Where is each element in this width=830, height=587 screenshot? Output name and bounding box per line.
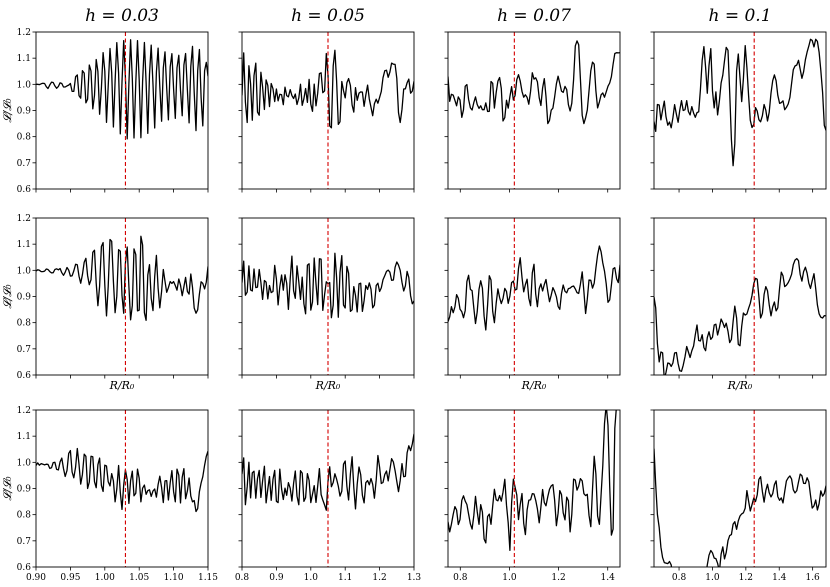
x-tick-label: 1.10: [164, 573, 184, 583]
x-tick-label: 0.90: [26, 573, 46, 583]
x-tick-label: 0.8: [672, 573, 687, 583]
x-tick-label: 1.3: [407, 573, 422, 583]
x-tick-label: 0.95: [60, 573, 80, 583]
x-tick-label: 0.8: [453, 573, 468, 583]
panel-r2-c0: 0.6 0.7 0.8 0.9 1.0 1.1 1.2 0.90 0.95 1.00 1.05 1.1…: [17, 406, 219, 583]
axes-frame: [653, 409, 827, 568]
column-title-3: h = 0.1: [708, 6, 771, 26]
x-tick-label: 0.9: [269, 573, 284, 583]
y-tick-label: 1.0: [17, 266, 32, 276]
x-axis-label-c2: R/R₀: [521, 379, 547, 392]
panel-r0-c3: [650, 31, 827, 193]
x-tick-label: 1.0: [502, 573, 517, 583]
x-tick-label: 1.4: [601, 573, 616, 583]
series-line-r0-c0: [36, 39, 208, 140]
y-tick-label: 0.7: [17, 345, 32, 355]
series-line-r1-c0: [36, 235, 208, 321]
x-tick-label: 1.6: [805, 573, 820, 583]
panel-r0-c0: 0.6 0.7 0.8 0.9 1.0 1.1 1.2: [17, 28, 209, 195]
column-title-2: h = 0.07: [497, 6, 571, 26]
x-axis-label-c0: R/R₀: [109, 379, 135, 392]
series-line-r0-c3: [654, 38, 826, 167]
x-tick-label: 1.4: [772, 573, 787, 583]
x-tick-label: 1.0: [705, 573, 720, 583]
series-line-r1-c2: [448, 245, 620, 331]
panel-r1-c2: [444, 217, 621, 379]
y-tick-label: 0.8: [17, 133, 32, 143]
x-tick-label: 1.0: [304, 573, 319, 583]
axes-frame: [447, 217, 621, 376]
series-line-r2-c3: [654, 448, 826, 567]
y-tick-label: 1.1: [17, 54, 31, 64]
y-tick-label: 1.1: [17, 432, 31, 442]
column-title-0: h = 0.03: [85, 6, 159, 26]
column-title-1: h = 0.05: [291, 6, 365, 26]
panel-r0-c2: [444, 31, 621, 193]
series-line-r2-c1: [242, 433, 414, 511]
y-tick-label: 0.7: [17, 537, 32, 547]
y-tick-label: 0.9: [17, 107, 32, 117]
x-tick-label: 1.00: [95, 573, 115, 583]
y-tick-label: 1.0: [17, 80, 32, 90]
x-tick-label: 1.2: [551, 573, 565, 583]
axes-frame: [447, 31, 621, 190]
y-tick-label: 0.9: [17, 485, 32, 495]
panel-r1-c3: [650, 217, 827, 379]
panel-r1-c0: 0.6 0.7 0.8 0.9 1.0 1.1 1.2: [17, 214, 209, 381]
series-line-r2-c0: [36, 447, 208, 513]
y-tick-label: 0.9: [17, 293, 32, 303]
y-tick-label: 1.2: [17, 214, 31, 224]
y-axis-label-r2: 𝓛/𝓛₀: [1, 476, 14, 501]
y-tick-label: 1.2: [17, 406, 31, 416]
panel-r1-c1: [238, 217, 415, 379]
y-tick-label: 0.8: [17, 319, 32, 329]
panel-r2-c3: 0.8 1.0 1.2 1.4 1.6: [650, 409, 827, 583]
panel-r2-c2: 0.8 1.0 1.2 1.4: [444, 409, 621, 583]
y-tick-label: 0.7: [17, 159, 32, 169]
y-tick-label: 1.2: [17, 28, 31, 38]
x-axis-label-c3: R/R₀: [727, 379, 753, 392]
series-line-r2-c2: [448, 410, 617, 551]
x-axis-label-c1: R/R₀: [315, 379, 341, 392]
axes-frame: [35, 409, 209, 568]
y-tick-label: 0.6: [17, 185, 32, 195]
y-axis-label-r0: 𝓛/𝓛₀: [1, 98, 14, 123]
series-line-r0-c1: [242, 49, 414, 129]
y-tick-label: 0.8: [17, 511, 32, 521]
axes-frame: [653, 217, 827, 376]
x-tick-label: 1.05: [129, 573, 149, 583]
axes-frame: [447, 409, 621, 568]
series-line-r1-c3: [654, 257, 826, 375]
y-tick-label: 1.1: [17, 240, 31, 250]
y-tick-label: 0.6: [17, 371, 32, 381]
y-tick-label: 0.6: [17, 563, 32, 573]
x-tick-label: 1.2: [739, 573, 753, 583]
panel-r2-c1: 0.8 0.9 1.0 1.1 1.2 1.3: [235, 409, 422, 583]
x-tick-label: 1.2: [372, 573, 386, 583]
x-tick-label: 0.8: [235, 573, 250, 583]
x-tick-label: 1.15: [198, 573, 218, 583]
y-axis-label-r1: 𝓛/𝓛₀: [1, 284, 14, 309]
panel-r0-c1: [238, 31, 415, 193]
x-tick-label: 1.1: [338, 573, 352, 583]
y-tick-label: 1.0: [17, 458, 32, 468]
series-line-r0-c2: [448, 40, 620, 125]
